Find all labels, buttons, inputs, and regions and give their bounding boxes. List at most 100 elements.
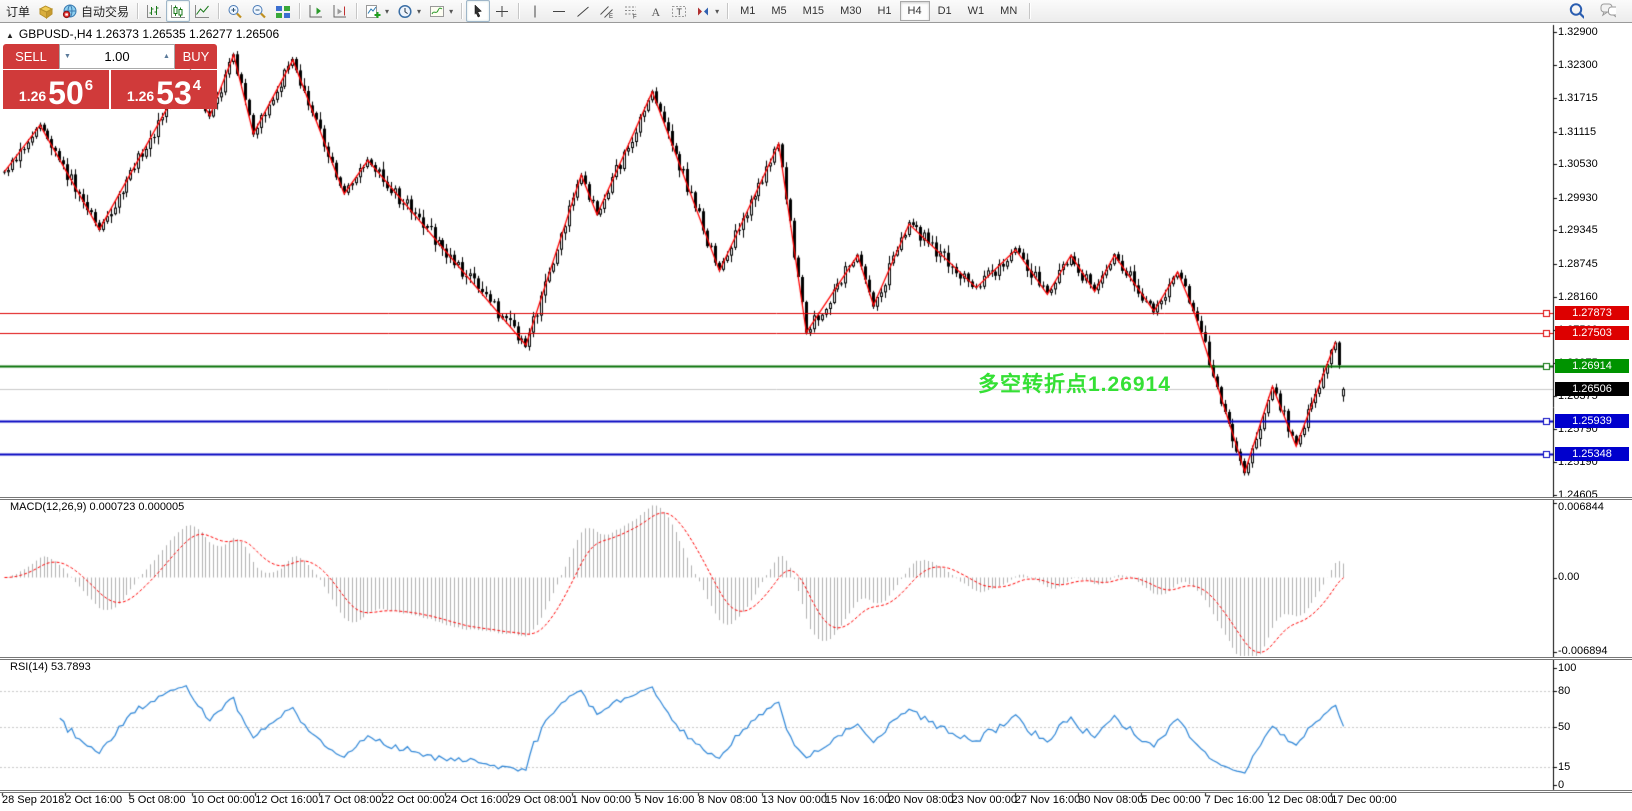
- time-axis-label: 1 Nov 00:00: [571, 794, 632, 806]
- sell-price-panel[interactable]: 1.26 50 6: [3, 70, 109, 109]
- fibonacci-button[interactable]: F: [619, 0, 643, 22]
- line-chart-button[interactable]: [190, 0, 214, 22]
- autotrade-button[interactable]: 自动交易: [58, 0, 133, 22]
- auto-scroll-button[interactable]: [328, 0, 352, 22]
- chart-canvas[interactable]: [0, 23, 1632, 811]
- volume-stepper: 1.00: [59, 44, 175, 69]
- sell-button[interactable]: SELL: [3, 44, 59, 69]
- rsi-axis-label: 100: [1558, 662, 1577, 674]
- shift-chart-button[interactable]: [304, 0, 328, 22]
- zoom-out-button[interactable]: [247, 0, 271, 22]
- volume-increase-button[interactable]: [159, 45, 174, 68]
- dropdown-caret-icon[interactable]: ▾: [715, 6, 720, 16]
- dropdown-caret-icon[interactable]: ▾: [417, 6, 422, 16]
- toolbar-separator: [461, 3, 463, 19]
- chat-button[interactable]: [1596, 0, 1620, 22]
- text-button[interactable]: A: [643, 0, 667, 22]
- tile-windows-button[interactable]: [271, 0, 295, 22]
- dropdown-caret-icon[interactable]: ▾: [385, 6, 390, 16]
- time-axis-label: 30 Nov 08:00: [1078, 794, 1144, 806]
- sell-price-big: 50: [48, 75, 84, 111]
- trendline-icon: [575, 4, 591, 19]
- macd-axis-label: -0.006894: [1558, 645, 1608, 658]
- rsi-panel-separator[interactable]: [0, 657, 1632, 660]
- rsi-axis-label: 15: [1558, 761, 1571, 774]
- time-axis-label: 27 Nov 16:00: [1014, 794, 1081, 806]
- price-level-badge: 1.27873: [1555, 306, 1629, 320]
- timeframe-m1[interactable]: M1: [740, 5, 756, 17]
- templates-button[interactable]: ▾: [425, 0, 457, 22]
- volume-value[interactable]: 1.00: [104, 49, 130, 64]
- macd-label: MACD(12,26,9) 0.000723 0.000005: [10, 501, 185, 513]
- time-axis-label: 17 Oct 08:00: [318, 794, 382, 806]
- chart-title: GBPUSD-,H4 1.26373 1.26535 1.26277 1.265…: [6, 27, 279, 41]
- timeframe-w1[interactable]: W1: [967, 5, 985, 17]
- autotrade-icon: [62, 4, 78, 19]
- toolbar-separator: [218, 3, 220, 19]
- time-axis-label: 10 Oct 00:00: [191, 794, 255, 806]
- candlestick-icon: [170, 4, 186, 19]
- dropdown-caret-icon[interactable]: ▾: [449, 6, 454, 16]
- ohlc-bars-button[interactable]: [142, 0, 166, 22]
- crosshair-icon: [494, 4, 510, 19]
- macd-panel-separator[interactable]: [0, 497, 1632, 500]
- rsi-axis-label: 0: [1558, 779, 1565, 791]
- volume-decrease-button[interactable]: [60, 45, 75, 68]
- periods-icon: [397, 4, 413, 19]
- toolbar-separator: [137, 3, 139, 19]
- timeframe-h1[interactable]: H1: [877, 5, 892, 17]
- vertical-line-button[interactable]: [523, 0, 547, 22]
- buy-price-panel[interactable]: 1.26 53 4: [111, 70, 217, 109]
- arrows-button[interactable]: ▾: [691, 0, 723, 22]
- toolbar-separator: [299, 3, 301, 19]
- timeframe-m30[interactable]: M30: [840, 5, 862, 17]
- timeframe-m5[interactable]: M5: [771, 5, 787, 17]
- arrows-icon: [695, 4, 711, 19]
- timeframe-d1[interactable]: D1: [937, 5, 952, 17]
- cursor-button[interactable]: [466, 0, 491, 22]
- indicators-icon: [365, 4, 381, 19]
- price-axis-label: 1.32900: [1558, 26, 1598, 38]
- equidistant-channel-button[interactable]: E: [595, 0, 619, 22]
- shift-chart-icon: [308, 4, 324, 19]
- time-axis-label: 12 Dec 08:00: [1268, 794, 1334, 806]
- buy-price-sup: 4: [192, 77, 202, 94]
- toolbar-separator: [1029, 3, 1031, 19]
- gold-box-icon: [38, 4, 54, 19]
- time-axis-label: 22 Oct 00:00: [381, 794, 445, 806]
- search-button[interactable]: [1564, 0, 1588, 22]
- text-icon: A: [647, 4, 663, 19]
- collapse-triangle-icon[interactable]: [6, 27, 14, 41]
- search-icon: [1568, 3, 1584, 19]
- toolbar: 订单 自动交易 ▾ ▾ ▾ E F A T ▾ M1 M5 M15 M30 H1 H4 D1 W1 MN: [0, 0, 1632, 23]
- vertical-line-icon: [527, 4, 543, 19]
- new-order-button[interactable]: 订单: [2, 0, 34, 22]
- periods-button[interactable]: ▾: [393, 0, 425, 22]
- price-level-badge: 1.26914: [1555, 359, 1629, 373]
- svg-text:A: A: [652, 5, 661, 19]
- horizontal-line-button[interactable]: [547, 0, 571, 22]
- trendline-button[interactable]: [571, 0, 595, 22]
- macd-axis-label: 0.00: [1558, 570, 1580, 583]
- time-axis-label: 29 Oct 08:00: [508, 794, 572, 806]
- time-axis-label: 5 Dec 00:00: [1141, 794, 1201, 806]
- indicators-button[interactable]: ▾: [361, 0, 393, 22]
- timeframe-m15[interactable]: M15: [802, 5, 825, 17]
- timeframe-mn[interactable]: MN: [1000, 5, 1018, 17]
- timeframe-h4[interactable]: H4: [899, 1, 930, 21]
- gold-box-button[interactable]: [34, 0, 58, 22]
- toolbar-separator: [518, 3, 520, 19]
- price-axis-label: 1.31115: [1558, 125, 1597, 138]
- crosshair-button[interactable]: [490, 0, 514, 22]
- text-label-icon: T: [671, 4, 687, 19]
- buy-button[interactable]: BUY: [175, 44, 217, 69]
- zoom-in-button[interactable]: [223, 0, 247, 22]
- price-level-badge: 1.25939: [1555, 414, 1629, 428]
- pivot-annotation: 多空转折点1.26914: [978, 373, 1171, 396]
- text-label-button[interactable]: T: [667, 0, 691, 22]
- templates-icon: [429, 4, 445, 19]
- candlesticks-button[interactable]: [166, 0, 191, 22]
- price-axis-label: 1.28745: [1558, 257, 1598, 270]
- time-axis-label: 5 Oct 08:00: [128, 794, 186, 806]
- time-axis-label: 13 Nov 00:00: [761, 794, 828, 806]
